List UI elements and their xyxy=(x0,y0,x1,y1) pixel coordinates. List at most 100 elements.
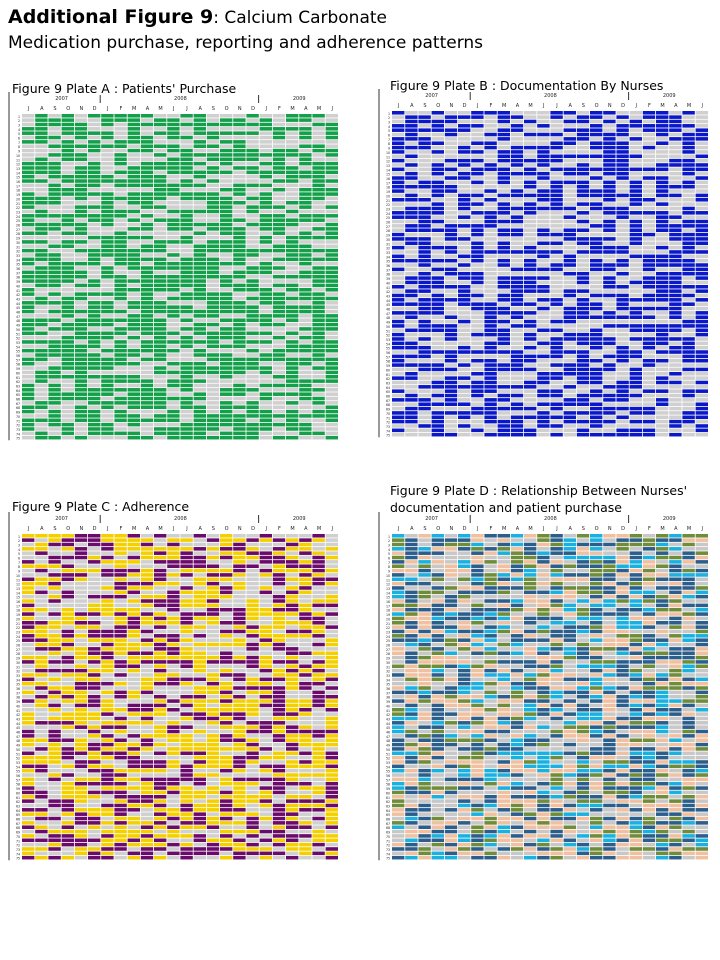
heatmap-cell xyxy=(114,655,127,660)
row-label: 64 xyxy=(386,386,390,390)
heatmap-cell xyxy=(61,118,74,122)
heatmap-cell xyxy=(272,594,286,599)
heatmap-cell xyxy=(101,651,114,655)
heatmap-cell xyxy=(392,354,405,359)
heatmap-cell xyxy=(48,642,61,647)
heatmap-cell xyxy=(392,345,405,350)
heatmap-cell xyxy=(524,337,537,341)
heatmap-cell xyxy=(220,353,233,357)
heatmap-cell xyxy=(220,534,233,538)
heatmap-cell xyxy=(286,568,299,573)
heatmap-cell xyxy=(272,590,286,595)
heatmap-cell xyxy=(325,616,338,621)
heatmap-cell xyxy=(656,328,669,333)
heatmap-cell xyxy=(193,599,206,603)
heatmap-cell xyxy=(220,157,233,162)
heatmap-cell xyxy=(88,681,101,686)
heatmap-cell xyxy=(616,163,629,167)
heatmap-cell xyxy=(61,270,74,275)
heatmap-cell xyxy=(563,345,576,350)
heatmap-cell xyxy=(206,274,220,279)
heatmap-cell xyxy=(193,686,206,690)
heatmap-cell xyxy=(616,228,629,232)
heatmap-cell xyxy=(576,424,590,428)
heatmap-cell xyxy=(550,398,563,402)
heatmap-cell xyxy=(629,358,642,363)
heatmap-cell xyxy=(325,555,338,560)
month-label: A xyxy=(304,106,308,112)
heatmap-cell xyxy=(35,725,48,729)
heatmap-cell xyxy=(114,638,127,642)
heatmap-cell xyxy=(603,324,616,328)
heatmap-cell xyxy=(180,396,193,401)
heatmap-cell xyxy=(220,573,233,577)
heatmap-cell xyxy=(629,176,642,180)
heatmap-cell xyxy=(484,328,497,333)
heatmap-cell xyxy=(537,145,550,150)
heatmap-cell xyxy=(154,218,167,222)
heatmap-cell xyxy=(101,547,114,551)
heatmap-cell xyxy=(272,383,286,388)
row-label: 19 xyxy=(386,190,390,194)
heatmap-cell xyxy=(510,332,524,337)
heatmap-cell xyxy=(603,276,616,280)
heatmap-cell xyxy=(35,205,48,209)
heatmap-cell xyxy=(497,324,510,328)
heatmap-cell xyxy=(127,214,140,218)
heatmap-cell xyxy=(180,388,193,392)
heatmap-cell xyxy=(312,118,325,122)
heatmap-cell xyxy=(405,319,418,324)
heatmap-cell xyxy=(88,690,101,695)
heatmap-cell xyxy=(669,184,682,189)
heatmap-cell xyxy=(563,363,576,367)
heatmap-cell xyxy=(603,389,616,393)
heatmap-cell xyxy=(682,328,695,333)
row-label: 51 xyxy=(386,329,390,333)
heatmap-cell xyxy=(246,418,259,423)
heatmap-cell xyxy=(233,253,246,257)
heatmap-cell xyxy=(101,555,114,560)
heatmap-cell xyxy=(61,607,74,612)
heatmap-cell xyxy=(35,690,48,695)
row-label: 42 xyxy=(386,290,390,294)
heatmap-cell xyxy=(524,415,537,420)
heatmap-cell xyxy=(22,135,35,140)
heatmap-cell xyxy=(431,415,444,420)
heatmap-cell xyxy=(471,163,484,167)
heatmap-cell xyxy=(510,154,524,159)
heatmap-cell xyxy=(74,292,88,296)
heatmap-cell xyxy=(272,140,286,144)
heatmap-cell xyxy=(537,398,550,402)
heatmap-cell xyxy=(590,128,603,132)
heatmap-cell xyxy=(299,166,312,170)
heatmap-cell xyxy=(246,379,259,383)
heatmap-cell xyxy=(510,298,524,302)
heatmap-cell xyxy=(74,340,88,344)
heatmap-cell xyxy=(88,292,101,296)
heatmap-cell xyxy=(101,140,114,144)
heatmap-cell xyxy=(312,305,325,309)
heatmap-cell xyxy=(48,599,61,603)
heatmap-cell xyxy=(180,279,193,283)
heatmap-cell xyxy=(590,419,603,424)
heatmap-cell xyxy=(206,196,220,201)
heatmap-cell xyxy=(629,328,642,333)
heatmap-cell xyxy=(392,128,405,132)
heatmap-cell xyxy=(299,257,312,262)
heatmap-cell xyxy=(114,677,127,682)
heatmap-cell xyxy=(35,664,48,669)
heatmap-cell xyxy=(88,396,101,401)
heatmap-cell xyxy=(669,124,682,128)
heatmap-cell xyxy=(88,634,101,638)
heatmap-cell xyxy=(510,389,524,393)
heatmap-cell xyxy=(431,245,444,250)
heatmap-cell xyxy=(325,686,338,690)
heatmap-cell xyxy=(140,274,154,279)
heatmap-cell xyxy=(642,293,656,298)
heatmap-cell xyxy=(88,253,101,257)
heatmap-cell xyxy=(180,114,193,118)
heatmap-cell xyxy=(233,266,246,270)
heatmap-cell xyxy=(537,311,550,315)
heatmap-cell xyxy=(550,237,563,241)
heatmap-cell xyxy=(272,274,286,279)
